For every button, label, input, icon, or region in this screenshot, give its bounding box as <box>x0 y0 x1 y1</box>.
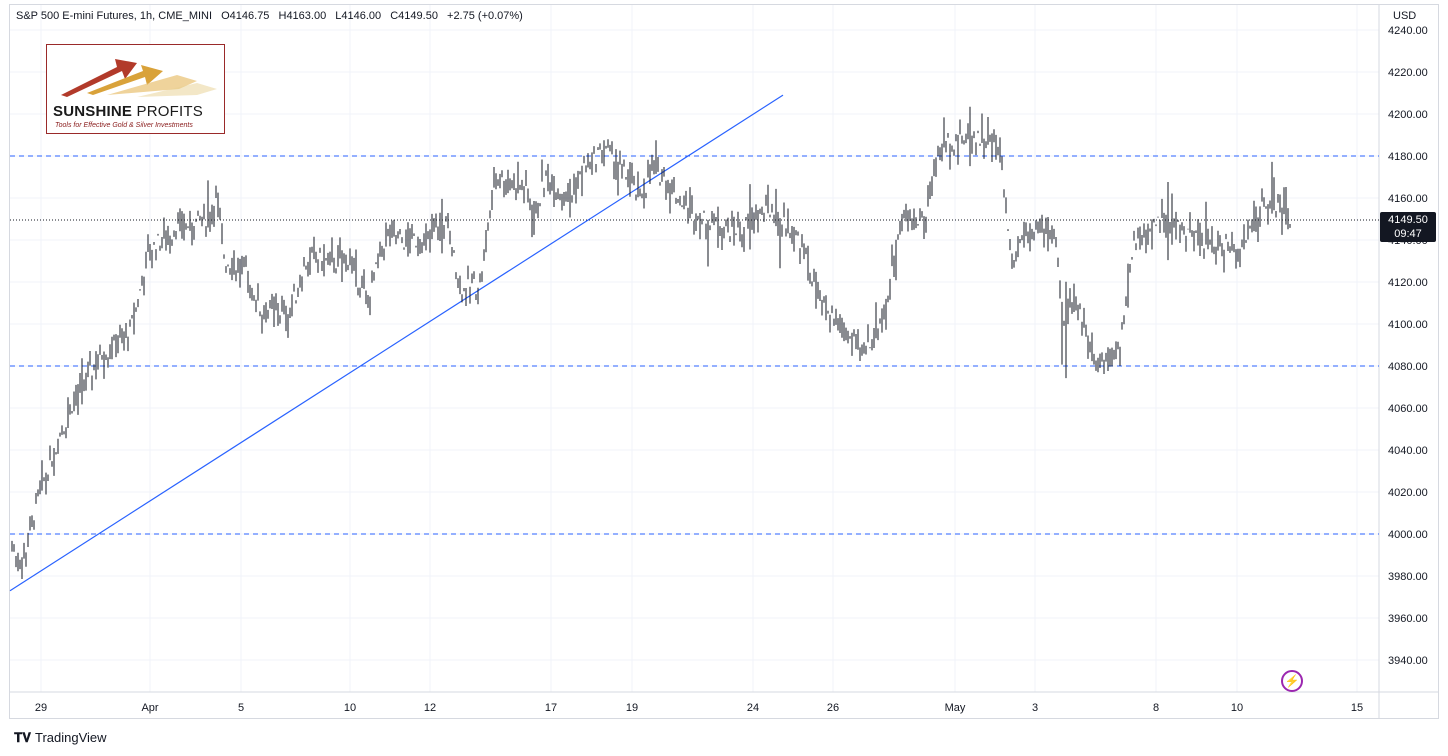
symbol-label[interactable]: S&P 500 E-mini Futures, 1h, CME_MINI <box>16 10 213 22</box>
y-tick-label: 3980.00 <box>1388 571 1428 583</box>
x-tick-label: 19 <box>626 702 638 714</box>
bar-countdown: 09:47 <box>1394 228 1422 240</box>
x-tick-label: 17 <box>545 702 557 714</box>
y-tick-label: 4000.00 <box>1388 529 1428 541</box>
chart-frame <box>9 4 1439 719</box>
high-value: H4163.00 <box>278 10 327 22</box>
x-tick-label: 3 <box>1032 702 1038 714</box>
x-tick-label: 29 <box>35 702 47 714</box>
y-tick-label: 4180.00 <box>1388 151 1428 163</box>
y-tick-label: 4040.00 <box>1388 445 1428 457</box>
y-tick-label: 4220.00 <box>1388 67 1428 79</box>
y-tick-label: 4160.00 <box>1388 193 1428 205</box>
x-tick-label: 15 <box>1351 702 1363 714</box>
x-tick-label: 5 <box>238 702 244 714</box>
y-tick-label: 3960.00 <box>1388 613 1428 625</box>
last-price-tag: 4149.50 09:47 <box>1380 212 1436 242</box>
change-value: +2.75 (+0.07%) <box>447 10 523 22</box>
x-tick-label: 8 <box>1153 702 1159 714</box>
last-price: 4149.50 <box>1388 214 1428 226</box>
y-tick-label: 4080.00 <box>1388 361 1428 373</box>
y-tick-label: 4120.00 <box>1388 277 1428 289</box>
currency-label[interactable]: USD <box>1393 10 1417 22</box>
x-tick-label: 10 <box>1231 702 1243 714</box>
trendline <box>9 94 784 592</box>
tradingview-logo-icon: 𝐓𝐕 <box>14 730 31 745</box>
sunshine-profits-logo: SUNSHINE PROFITS Tools for Effective Gol… <box>46 44 225 134</box>
y-tick-label: 3940.00 <box>1388 655 1428 667</box>
logo-arrow-icon <box>61 59 217 97</box>
open-value: O4146.75 <box>221 10 270 22</box>
y-tick-label: 4100.00 <box>1388 319 1428 331</box>
close-value: C4149.50 <box>390 10 438 22</box>
chart-header: S&P 500 E-mini Futures, 1h, CME_MINI O41… <box>16 10 529 22</box>
y-tick-label: 4020.00 <box>1388 487 1428 499</box>
y-tick-label: 4200.00 <box>1388 109 1428 121</box>
price-bars <box>11 106 1291 579</box>
x-tick-label: 12 <box>424 702 436 714</box>
x-tick-label: 26 <box>827 702 839 714</box>
y-tick-label: 4060.00 <box>1388 403 1428 415</box>
footer-brand-label: TradingView <box>35 730 107 745</box>
footer-brand[interactable]: 𝐓𝐕 TradingView <box>14 730 107 746</box>
lightning-icon[interactable]: ⚡ <box>1281 670 1303 692</box>
x-tick-label: 10 <box>344 702 356 714</box>
logo-tagline: Tools for Effective Gold & Silver Invest… <box>55 122 193 129</box>
x-tick-label: 24 <box>747 702 759 714</box>
y-tick-label: 4240.00 <box>1388 25 1428 37</box>
x-tick-label: Apr <box>141 702 158 714</box>
x-tick-label: May <box>945 702 966 714</box>
logo-title: SUNSHINE PROFITS <box>53 103 203 120</box>
low-value: L4146.00 <box>335 10 382 22</box>
